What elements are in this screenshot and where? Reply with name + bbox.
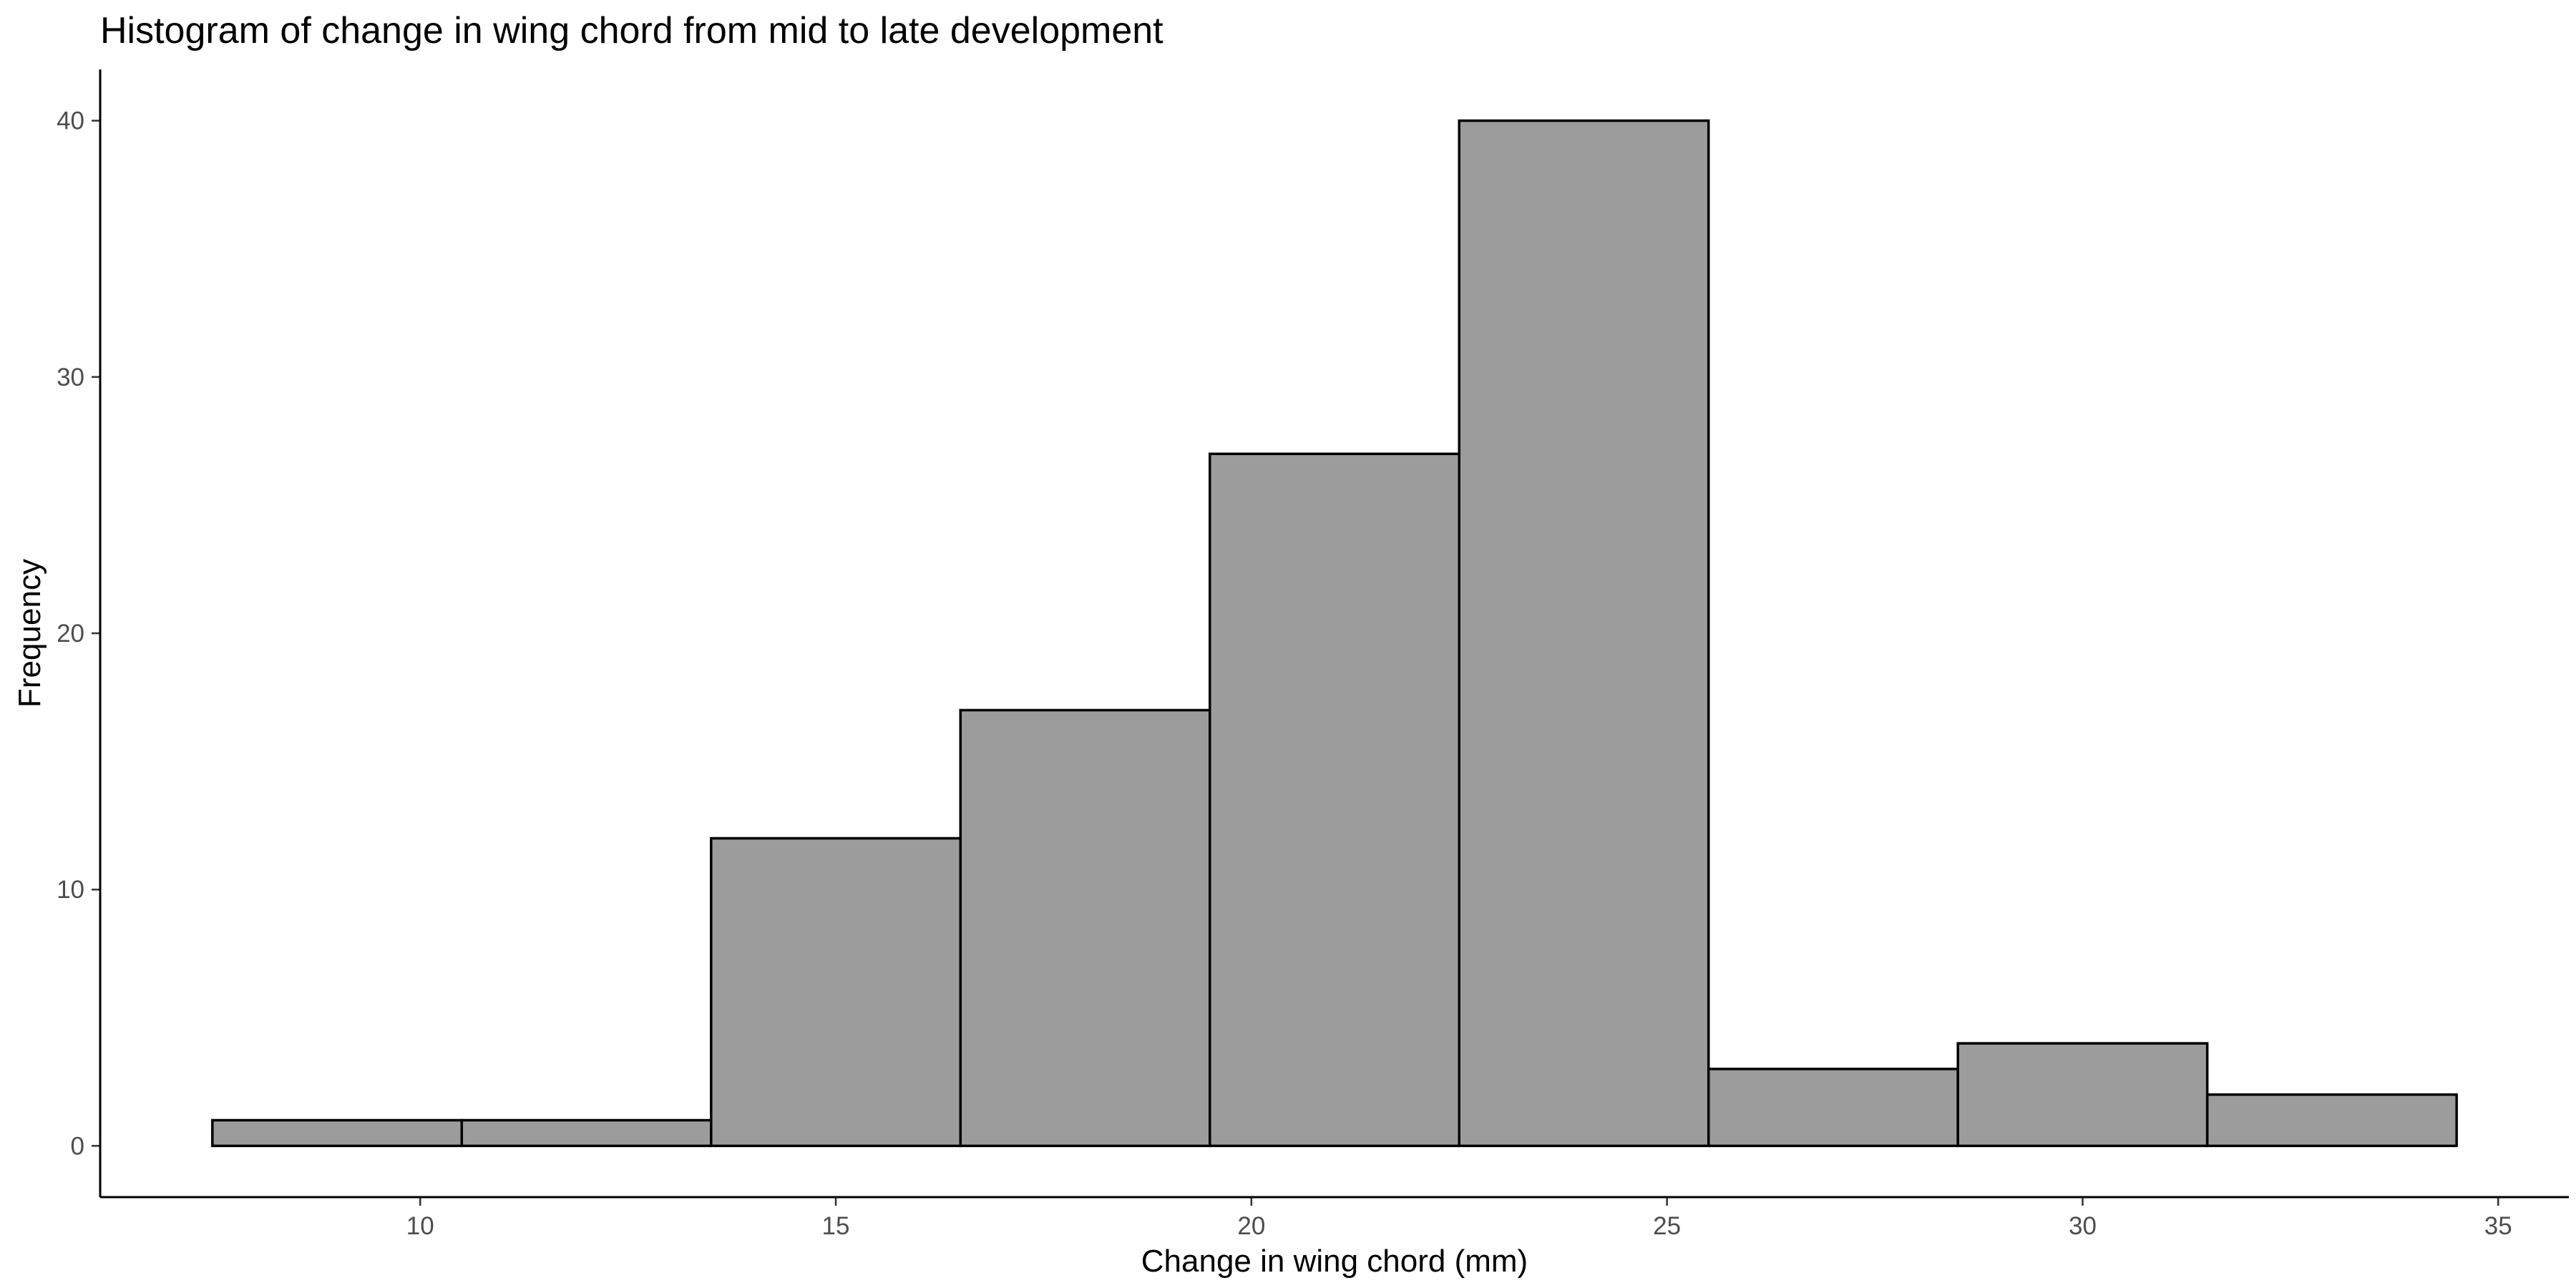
y-tick-label-0: 0 bbox=[71, 1132, 84, 1160]
chart-title: Histogram of change in wing chord from m… bbox=[100, 10, 1163, 52]
y-tick-label-4: 40 bbox=[57, 107, 84, 135]
bars bbox=[211, 119, 2458, 1148]
x-axis-ticks: 10 15 20 25 30 35 bbox=[406, 1197, 2512, 1240]
histogram-bar-0 bbox=[211, 1118, 464, 1148]
histogram-bar-7 bbox=[1956, 1042, 2209, 1148]
x-axis-label: Change in wing chord (mm) bbox=[1141, 1244, 1528, 1279]
x-tick-label-0: 10 bbox=[406, 1212, 434, 1240]
histogram-bar-4 bbox=[1209, 452, 1460, 1148]
x-tick-label-2: 20 bbox=[1237, 1212, 1265, 1240]
y-axis-label: Frequency bbox=[12, 559, 47, 708]
histogram-bar-1 bbox=[460, 1118, 713, 1148]
x-tick-label-1: 15 bbox=[822, 1212, 850, 1240]
x-tick-label-4: 30 bbox=[2069, 1212, 2097, 1240]
histogram-bar-8 bbox=[2205, 1093, 2458, 1148]
histogram-bar-6 bbox=[1707, 1068, 1959, 1148]
x-tick-label-3: 25 bbox=[1653, 1212, 1681, 1240]
x-tick-label-5: 35 bbox=[2484, 1212, 2512, 1240]
y-tick-label-1: 10 bbox=[57, 876, 84, 904]
histogram-bar-3 bbox=[959, 708, 1211, 1148]
y-tick-label-3: 30 bbox=[57, 364, 84, 391]
y-axis-ticks: 0 10 20 30 40 bbox=[57, 107, 100, 1160]
histogram-bar-5 bbox=[1458, 119, 1710, 1148]
y-tick-label-2: 20 bbox=[57, 620, 84, 648]
histogram-bar-2 bbox=[710, 836, 962, 1148]
